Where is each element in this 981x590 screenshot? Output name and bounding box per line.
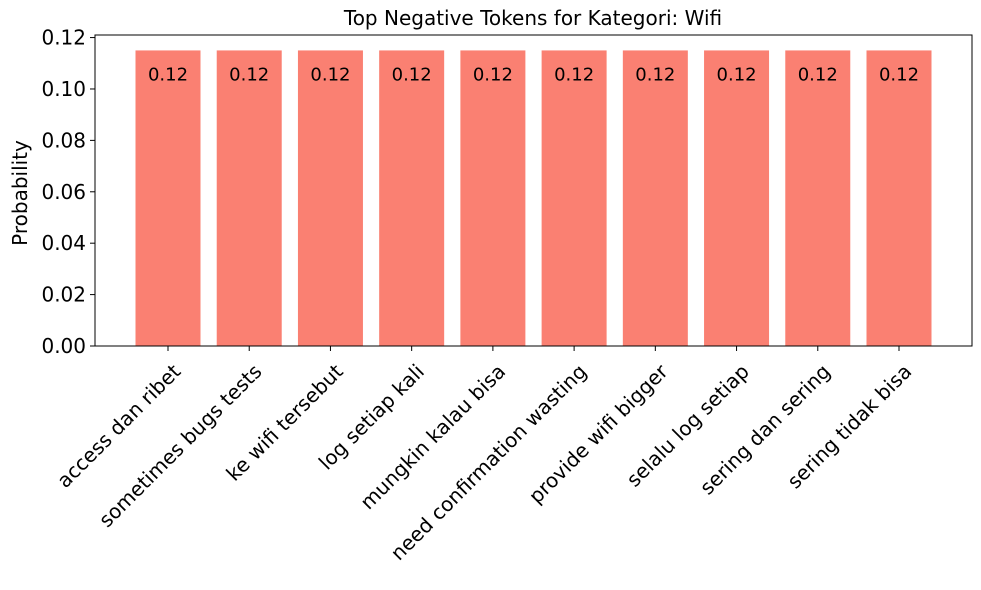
y-tick-label: 0.12 [41,26,86,50]
bar [460,50,526,347]
bar [704,50,770,347]
bar-value-label: 0.12 [473,64,513,85]
y-tick-label: 0.08 [41,128,86,152]
y-ticks-group: 0.00 0.02 0.04 0.06 0.08 0.10 0.12 [41,26,95,358]
bar-value-label: 0.12 [717,64,757,85]
bar-value-label: 0.12 [635,64,675,85]
bar [379,50,445,347]
plot-frame [94,34,973,347]
y-tick-label: 0.06 [41,180,86,204]
x-tick-label: provide wifi bigger [524,359,673,508]
bar [785,50,851,347]
bar-labels-group: 0.12 0.12 0.12 0.12 0.12 0.12 0.12 0.12 0.12 0.12 [148,64,919,85]
y-axis-label: Probability [8,140,32,246]
bar-value-label: 0.12 [879,64,919,85]
bar-value-label: 0.12 [229,64,269,85]
bar [297,50,363,347]
bar [622,50,688,347]
bar-value-label: 0.12 [148,64,188,85]
bars-group [135,50,932,347]
bar [541,50,607,347]
y-tick-label: 0.04 [41,231,86,255]
bar-value-label: 0.12 [798,64,838,85]
y-tick-label: 0.02 [41,283,86,307]
x-tick-label: sometimes bugs tests [94,359,267,532]
bar-value-label: 0.12 [554,64,594,85]
bar-value-label: 0.12 [392,64,432,85]
bar [866,50,932,347]
bar-value-label: 0.12 [310,64,350,85]
x-tick-label: mungkin kalau bisa [355,359,510,514]
chart-title: Top Negative Tokens for Kategori: Wifi [343,6,722,30]
bar [135,50,201,347]
y-tick-label: 0.10 [41,77,86,101]
bar [216,50,282,347]
y-tick-label: 0.00 [41,334,86,358]
